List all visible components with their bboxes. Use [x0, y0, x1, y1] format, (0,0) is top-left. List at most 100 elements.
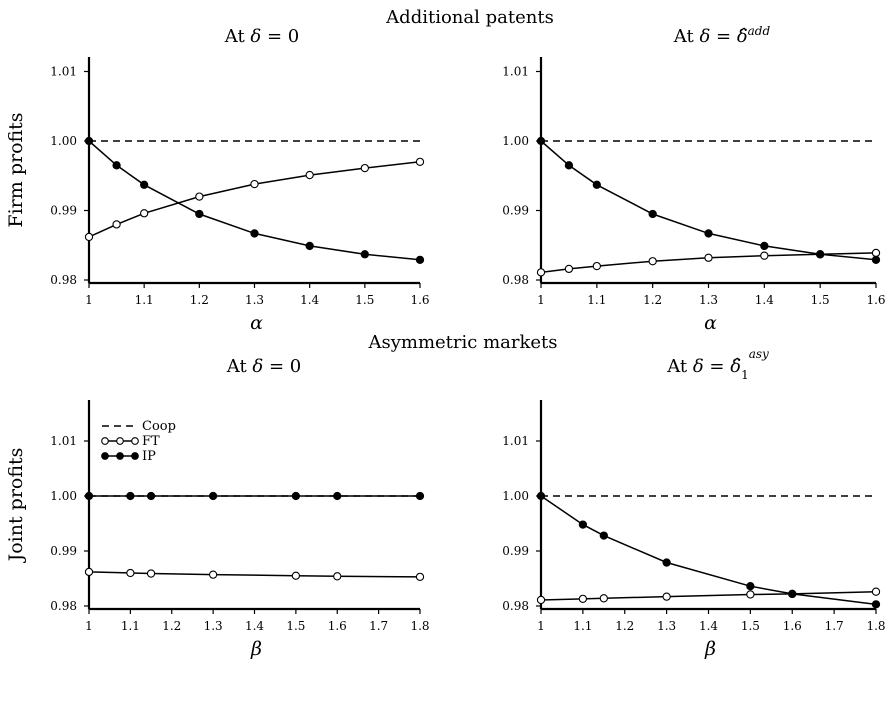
chart-panel-3: At δ = 0 0.98 0.99 1.00 1.01 1 1.1 1.2 1.3 1.4 1.5… — [5, 356, 430, 660]
legend-swatch-marker — [102, 453, 109, 460]
y-tick-label: 1.00 — [502, 134, 529, 148]
series-ip-point — [579, 521, 586, 528]
series-ft-point — [85, 233, 92, 240]
x-tick-label: 1 — [537, 293, 545, 307]
series-ip-point — [416, 256, 423, 263]
series-ft-point — [565, 265, 572, 272]
y-tick-label: 1.00 — [502, 489, 529, 503]
chart-panel-4: At δ = δ̂1asy 0.98 0.99 1.00 1.01 1 1.1 1.2 1.3 1… — [502, 347, 885, 660]
series-ip-point — [147, 492, 154, 499]
x-tick-label: 1.5 — [286, 619, 305, 633]
x-tick-label: 1.5 — [355, 293, 374, 307]
legend-label-ft: FT — [142, 434, 160, 449]
x-tick-label: 1.1 — [573, 619, 592, 633]
chart-panel-2: At δ = δ̂add0.980.991.001.011 1.1 1.2 1.3 1.… — [502, 24, 885, 334]
x-tick-label: 1.4 — [245, 619, 264, 633]
y-tick-label: 1.01 — [502, 65, 529, 79]
series-ip-point — [663, 559, 670, 566]
series-ip-point — [113, 162, 120, 169]
x-tick-label: 1.2 — [162, 619, 181, 633]
legend-label-ip: IP — [142, 449, 156, 464]
x-tick-label: 1 — [85, 619, 93, 633]
series-ft-point — [579, 595, 586, 602]
series-ip-point — [705, 230, 712, 237]
x-tick-label: 1.5 — [811, 293, 830, 307]
panel-title: At δ = 0 — [226, 356, 301, 377]
series-ft-point — [593, 263, 600, 270]
y-tick-label: 1.00 — [50, 489, 77, 503]
x-axis-label: α — [704, 312, 717, 334]
series-ft-point — [127, 569, 134, 576]
series-ip-point — [747, 583, 754, 590]
y-tick-label: 0.99 — [502, 204, 529, 218]
series-ip-point — [251, 230, 258, 237]
series-ip-point — [127, 492, 134, 499]
series-ft-point — [761, 252, 768, 259]
x-axis-label: α — [250, 312, 263, 334]
series-ft-point — [147, 570, 154, 577]
series-ft-point — [705, 254, 712, 261]
series-ft-point — [649, 258, 656, 265]
series-ip-point — [789, 590, 796, 597]
legend-swatch-marker — [102, 438, 109, 445]
series-ip-line — [89, 141, 420, 260]
series-ft-point — [196, 193, 203, 200]
series-ip-line — [541, 496, 876, 604]
chart-panel-1: At δ = 0 0.98 0.99 1.00 1.01 1 1.1 1.2 1.3 1.4 1.5… — [5, 26, 430, 334]
x-tick-label: 1.1 — [135, 293, 154, 307]
y-axis-label: Firm profits — [5, 112, 27, 227]
y-tick-label: 0.99 — [50, 544, 77, 558]
y-tick-label: 0.98 — [502, 599, 529, 613]
series-ft-point — [663, 593, 670, 600]
series-ip-point — [761, 242, 768, 249]
x-tick-label: 1.7 — [825, 619, 844, 633]
legend-swatch-marker — [132, 438, 139, 445]
series-ip-point — [85, 492, 92, 499]
x-axis-label: β — [250, 638, 262, 660]
x-tick-label: 1.4 — [755, 293, 774, 307]
panel-title: At δ = 0 — [224, 26, 299, 47]
series-ft-line — [89, 572, 420, 577]
series-ft-point — [747, 591, 754, 598]
series-ip-point — [141, 181, 148, 188]
x-tick-label: 1.6 — [866, 293, 885, 307]
series-ft-point — [85, 568, 92, 575]
series-ip-line — [541, 141, 876, 260]
x-tick-label: 1.3 — [657, 619, 676, 633]
x-tick-label: 1.8 — [866, 619, 885, 633]
series-ip-point — [334, 492, 341, 499]
series-ip-point — [210, 492, 217, 499]
x-tick-label: 1.1 — [587, 293, 606, 307]
y-tick-label: 1.00 — [50, 134, 77, 148]
series-ip-point — [872, 601, 879, 608]
y-tick-label: 1.01 — [502, 434, 529, 448]
x-tick-label: 1.7 — [369, 619, 388, 633]
y-tick-label: 0.98 — [50, 273, 77, 287]
section-title-additional-patents: Additional patents — [385, 7, 554, 28]
y-tick-label: 0.98 — [50, 599, 77, 613]
x-tick-label: 1.2 — [615, 619, 634, 633]
y-tick-label: 1.01 — [50, 65, 77, 79]
series-ip-point — [817, 251, 824, 258]
x-tick-label: 1.4 — [300, 293, 319, 307]
y-tick-label: 0.99 — [50, 204, 77, 218]
series-ip-point — [361, 251, 368, 258]
x-tick-label: 1.6 — [410, 293, 429, 307]
legend-swatch-marker — [117, 438, 124, 445]
y-tick-label: 0.99 — [502, 544, 529, 558]
section-title-asymmetric-markets: Asymmetric markets — [367, 332, 557, 353]
legend-swatch-marker — [117, 453, 124, 460]
x-tick-label: 1.6 — [783, 619, 802, 633]
x-tick-label: 1.8 — [410, 619, 429, 633]
legend-swatch-marker — [132, 453, 139, 460]
x-axis-label: β — [704, 638, 716, 660]
series-ft-point — [251, 180, 258, 187]
series-ft-point — [113, 221, 120, 228]
series-ft-line — [89, 162, 420, 237]
y-axis-label: Joint profits — [5, 448, 27, 564]
x-tick-label: 1.4 — [699, 619, 718, 633]
x-tick-label: 1.3 — [699, 293, 718, 307]
series-ip-point — [196, 210, 203, 217]
